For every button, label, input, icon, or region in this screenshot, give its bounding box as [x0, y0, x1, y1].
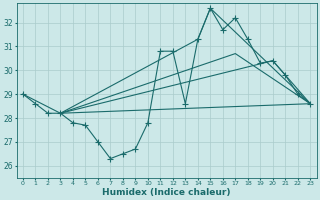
X-axis label: Humidex (Indice chaleur): Humidex (Indice chaleur) [102, 188, 231, 197]
